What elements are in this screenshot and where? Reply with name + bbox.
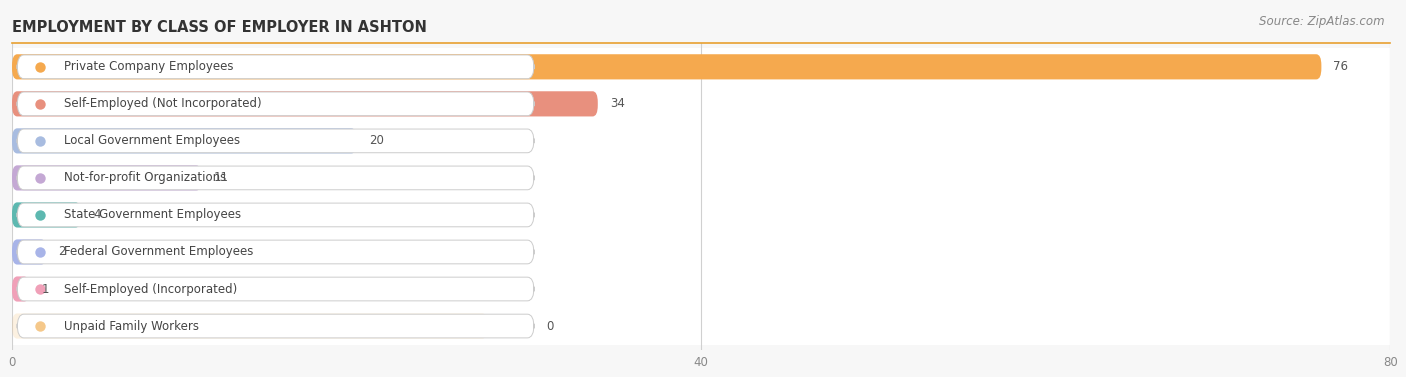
- FancyBboxPatch shape: [17, 92, 534, 116]
- Text: Private Company Employees: Private Company Employees: [63, 60, 233, 73]
- Text: Not-for-profit Organizations: Not-for-profit Organizations: [63, 172, 226, 184]
- Text: 1: 1: [41, 282, 49, 296]
- FancyBboxPatch shape: [17, 314, 534, 338]
- Text: 20: 20: [368, 134, 384, 147]
- FancyBboxPatch shape: [13, 128, 357, 153]
- FancyBboxPatch shape: [17, 203, 534, 227]
- Text: Unpaid Family Workers: Unpaid Family Workers: [63, 320, 198, 333]
- Text: 0: 0: [546, 320, 554, 333]
- FancyBboxPatch shape: [17, 240, 534, 264]
- Text: 34: 34: [610, 97, 624, 110]
- Text: 2: 2: [59, 245, 66, 259]
- Text: Local Government Employees: Local Government Employees: [63, 134, 240, 147]
- FancyBboxPatch shape: [13, 308, 1391, 345]
- Text: Self-Employed (Incorporated): Self-Employed (Incorporated): [63, 282, 238, 296]
- FancyBboxPatch shape: [13, 91, 598, 116]
- Text: 76: 76: [1333, 60, 1348, 73]
- FancyBboxPatch shape: [17, 166, 534, 190]
- FancyBboxPatch shape: [13, 159, 1391, 196]
- FancyBboxPatch shape: [17, 129, 534, 153]
- FancyBboxPatch shape: [13, 313, 488, 339]
- FancyBboxPatch shape: [13, 233, 1391, 270]
- FancyBboxPatch shape: [13, 166, 201, 190]
- FancyBboxPatch shape: [13, 239, 46, 265]
- Text: State Government Employees: State Government Employees: [63, 208, 240, 221]
- FancyBboxPatch shape: [13, 270, 1391, 308]
- FancyBboxPatch shape: [13, 85, 1391, 123]
- FancyBboxPatch shape: [13, 54, 1322, 80]
- Text: 11: 11: [214, 172, 229, 184]
- Text: Source: ZipAtlas.com: Source: ZipAtlas.com: [1260, 15, 1385, 28]
- FancyBboxPatch shape: [13, 48, 1391, 85]
- FancyBboxPatch shape: [13, 202, 82, 228]
- FancyBboxPatch shape: [17, 55, 534, 79]
- FancyBboxPatch shape: [17, 277, 534, 301]
- Text: 4: 4: [93, 208, 100, 221]
- Text: Self-Employed (Not Incorporated): Self-Employed (Not Incorporated): [63, 97, 262, 110]
- FancyBboxPatch shape: [13, 276, 30, 302]
- FancyBboxPatch shape: [13, 196, 1391, 233]
- Text: EMPLOYMENT BY CLASS OF EMPLOYER IN ASHTON: EMPLOYMENT BY CLASS OF EMPLOYER IN ASHTO…: [13, 20, 427, 35]
- FancyBboxPatch shape: [13, 123, 1391, 159]
- Text: Federal Government Employees: Federal Government Employees: [63, 245, 253, 259]
